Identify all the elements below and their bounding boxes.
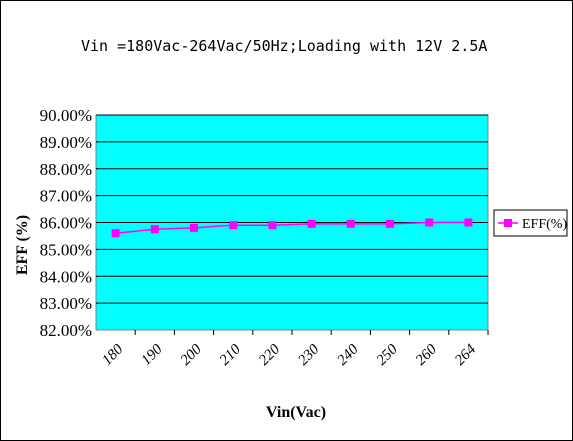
data-point-eff — [150, 225, 159, 234]
chart-title: Vin =180Vac-264Vac/50Hz;Loading with 12V… — [81, 37, 487, 55]
y-tick-label: 82.00% — [40, 321, 92, 340]
x-tick-label: 264 — [452, 341, 480, 369]
y-tick-label: 84.00% — [40, 267, 92, 286]
y-axis-label: EFF (%) — [14, 215, 31, 275]
grid-lines — [96, 114, 488, 304]
data-point-eff — [229, 221, 238, 230]
x-tick-label: 190 — [138, 341, 166, 369]
data-point-eff — [268, 221, 277, 230]
series-line-eff — [115, 221, 469, 234]
data-point-eff — [464, 218, 473, 227]
legend: EFF(%) — [493, 209, 568, 237]
data-point-eff — [386, 219, 394, 228]
x-tick-label: 200 — [178, 341, 206, 369]
data-point-eff — [190, 223, 198, 232]
y-tick-label: 87.00% — [40, 187, 92, 206]
y-tick-label: 83.00% — [40, 294, 92, 313]
x-tick-label: 240 — [334, 341, 362, 369]
y-tick-label: 89.00% — [40, 133, 92, 152]
x-tick-label: 210 — [217, 341, 245, 369]
x-tick-label: 260 — [413, 341, 441, 369]
y-tick-label: 90.00% — [40, 106, 92, 125]
data-point-eff — [346, 219, 355, 228]
data-point-eff — [111, 229, 120, 238]
y-tick-label: 86.00% — [40, 214, 92, 233]
y-tick-label: 85.00% — [40, 240, 92, 259]
data-point-eff — [425, 218, 434, 227]
x-tick-label: 180 — [99, 341, 127, 369]
x-tick-label: 250 — [374, 341, 402, 369]
legend-marker-swatch — [504, 219, 512, 227]
data-point-eff — [307, 219, 316, 228]
series-eff — [111, 218, 473, 238]
x-tick-label: 220 — [256, 341, 284, 369]
legend-entry-eff: EFF(%) — [522, 217, 567, 232]
x-tick-label: 230 — [295, 341, 323, 369]
x-axis-ticks: 180 190 200 210 220 230 240 250 260 264 — [99, 330, 489, 369]
y-tick-label: 88.00% — [40, 160, 92, 179]
y-axis-ticks: 82.00% 83.00% 84.00% 85.00% 86.00% 87.00% 88.0… — [40, 106, 92, 340]
x-axis-label: Vin(Vac) — [266, 404, 326, 421]
